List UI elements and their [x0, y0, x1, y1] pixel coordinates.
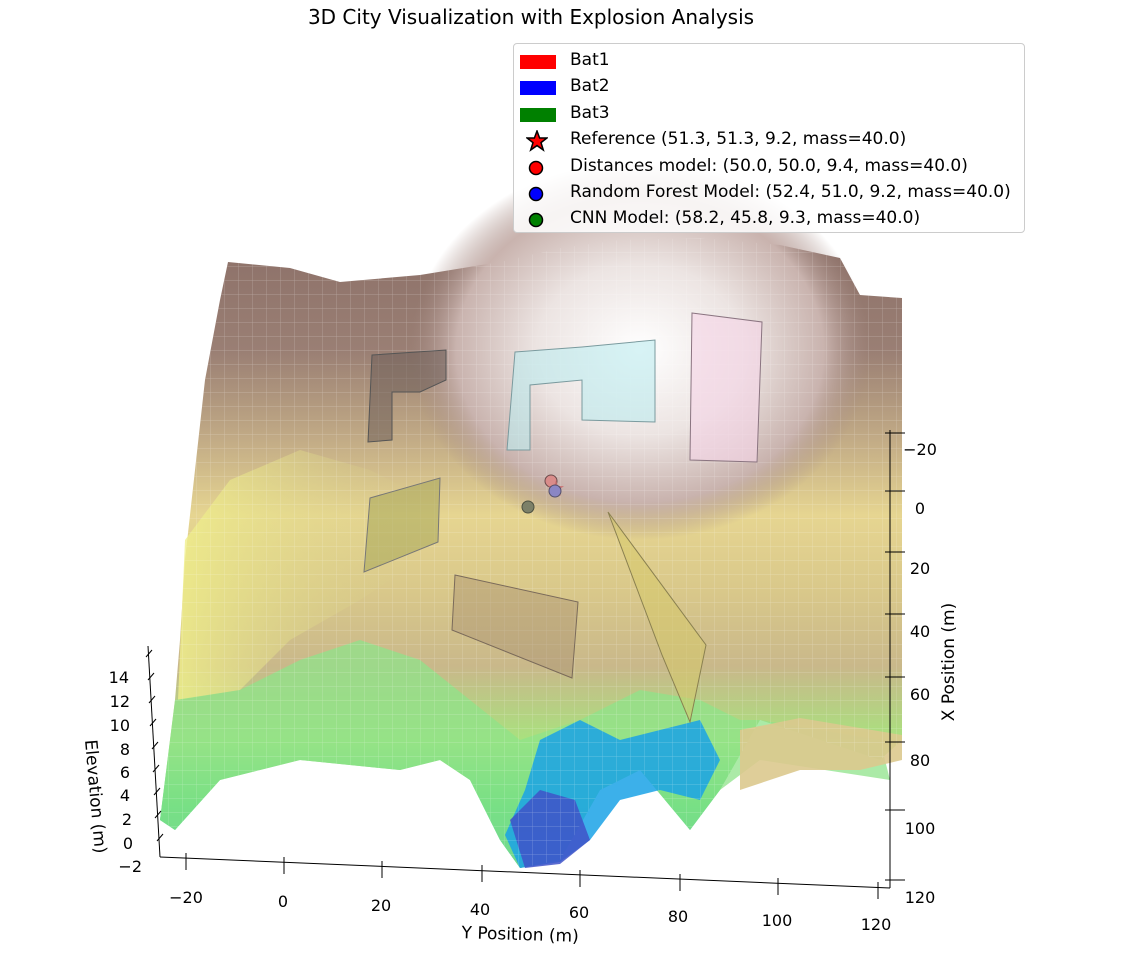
- buildings: [363, 312, 763, 724]
- z-tick-mark: [148, 695, 156, 704]
- point-random-forest-model: [548, 484, 562, 498]
- legend-label: Bat2: [570, 76, 610, 96]
- x-tick-label: −20: [903, 440, 937, 459]
- z-tick-label: 12: [110, 692, 130, 711]
- y-tick-label: −20: [169, 888, 203, 907]
- y-tick-label: 20: [371, 896, 391, 915]
- z-tick-mark: [152, 764, 160, 773]
- legend-label: Reference (51.3, 51.3, 9.2, mass=40.0): [570, 129, 907, 149]
- legend-label: Bat3: [570, 103, 610, 123]
- legend-label: Random Forest Model: (52.4, 51.0, 9.2, m…: [570, 182, 1011, 202]
- z-tick-mark: [149, 718, 157, 727]
- z-tick-label: 2: [122, 810, 132, 829]
- building-olive: [363, 477, 441, 573]
- y-axis-title: Y Position (m): [460, 923, 579, 947]
- x-tick-label: 100: [905, 819, 936, 838]
- y-tick-label: 0: [278, 892, 288, 911]
- z-tick-mark: [151, 741, 159, 750]
- z-axis-title: Elevation (m): [80, 739, 110, 855]
- z-tick-label: 8: [120, 740, 130, 759]
- x-tick-label: 60: [910, 685, 930, 704]
- circle-marker-icon: [528, 186, 544, 202]
- x-tick-label: 120: [905, 888, 936, 907]
- point-cnn-model: [521, 500, 535, 514]
- legend-swatch-red: [520, 55, 556, 69]
- chart-title: 3D City Visualization with Explosion Ana…: [308, 5, 754, 29]
- z-tick-mark: [156, 833, 164, 842]
- z-tick-label: −2: [118, 857, 142, 876]
- terrain-mesh: [160, 238, 902, 868]
- building-brown-slab: [451, 574, 579, 679]
- z-axis: 14 12 10 8 6 4 2 0 −2 Elevation (m): [80, 645, 164, 876]
- legend-item-cnn: CNN Model: (58.2, 45.8, 9.3, mass=40.0): [514, 206, 1024, 232]
- circle-marker-icon: [528, 160, 544, 176]
- x-tick-label: 0: [915, 499, 925, 518]
- legend-item-random-forest: Random Forest Model: (52.4, 51.0, 9.2, m…: [514, 180, 1024, 206]
- x-tick-label: 20: [910, 559, 930, 578]
- legend: Bat1 Bat2 Bat3 Reference (51.3, 51.3, 9.…: [513, 43, 1025, 233]
- z-axis-line: [147, 645, 161, 858]
- legend-item-bat2: Bat2: [514, 74, 1024, 100]
- x-axis-title: X Position (m): [939, 603, 959, 721]
- y-tick-label: 60: [569, 903, 589, 922]
- legend-item-reference: Reference (51.3, 51.3, 9.2, mass=40.0): [514, 127, 1024, 153]
- prediction-points: [521, 474, 564, 514]
- legend-label: Bat1: [570, 50, 610, 70]
- legend-item-bat3: Bat3: [514, 101, 1024, 127]
- y-tick-label: 40: [470, 900, 490, 919]
- z-tick-mark: [147, 672, 155, 681]
- building-cyan: [506, 339, 656, 451]
- y-tick-label: 80: [668, 907, 688, 926]
- z-tick-label: 4: [120, 786, 130, 805]
- x-tick-label: 80: [910, 751, 930, 770]
- x-axis-ticks: [885, 432, 905, 881]
- building-dark-l: [367, 349, 447, 443]
- x-tick-label: 40: [910, 622, 930, 641]
- z-tick-label: 6: [120, 763, 130, 782]
- legend-label: Distances model: (50.0, 50.0, 9.4, mass=…: [570, 156, 968, 176]
- x-axis: −20 0 20 40 60 80 100 120 X Position (m): [885, 430, 959, 907]
- circle-marker-icon: [528, 212, 544, 228]
- legend-item-distances-model: Distances model: (50.0, 50.0, 9.4, mass=…: [514, 154, 1024, 180]
- y-axis-ticks: [185, 853, 879, 899]
- z-tick-label: 0: [123, 834, 133, 853]
- building-pink: [689, 312, 763, 463]
- y-tick-label: 120: [861, 915, 892, 934]
- legend-item-bat1: Bat1: [514, 48, 1024, 74]
- y-axis-line: [159, 856, 891, 889]
- legend-swatch-blue: [520, 81, 556, 95]
- z-tick-label: 10: [110, 716, 130, 735]
- star-marker-icon: [526, 130, 548, 152]
- z-axis-ticks: [145, 649, 164, 842]
- z-tick-mark: [154, 810, 162, 819]
- terrain-surface: [160, 160, 902, 868]
- y-axis: −20 0 20 40 60 80 100 120 Y Position (m): [159, 853, 892, 947]
- building-yellow-slab: [607, 511, 707, 724]
- y-tick-label: 100: [762, 911, 793, 930]
- z-tick-mark: [153, 787, 161, 796]
- legend-swatch-green: [520, 108, 556, 122]
- z-tick-mark: [145, 649, 153, 658]
- z-tick-label: 14: [109, 668, 129, 687]
- legend-label: CNN Model: (58.2, 45.8, 9.3, mass=40.0): [570, 208, 921, 228]
